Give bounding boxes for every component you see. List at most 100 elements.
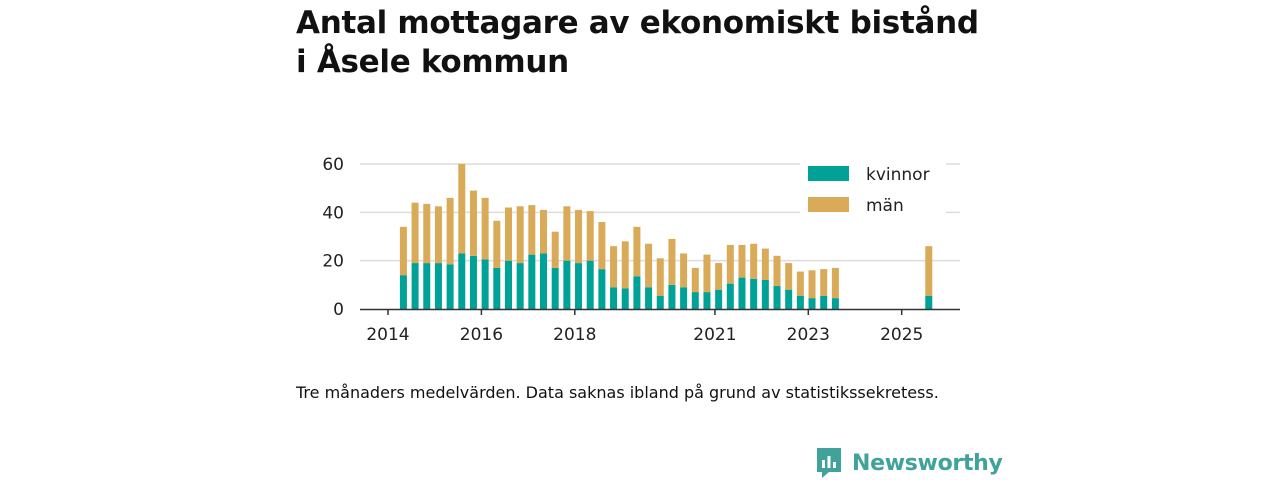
bar-man (645, 243, 653, 288)
bar-kvinnor (575, 263, 583, 309)
bar-kvinnor (633, 276, 641, 309)
bar-kvinnor (621, 288, 629, 309)
bar-man (726, 244, 734, 284)
bar-kvinnor (796, 295, 804, 309)
bar-man (399, 226, 407, 276)
bar-man (680, 253, 688, 288)
bar-kvinnor (785, 289, 793, 309)
bar-kvinnor (831, 298, 839, 309)
legend-label-man: män (866, 196, 904, 216)
chart-title: Antal mottagare av ekonomiskt bistånd i … (296, 4, 1016, 82)
bar-man (516, 206, 524, 264)
bar-kvinnor (925, 295, 933, 309)
bar-kvinnor (598, 269, 606, 309)
bar-man (715, 263, 723, 290)
newsworthy-logo-icon (817, 448, 841, 478)
bar-kvinnor (504, 260, 512, 309)
bar-man (504, 207, 512, 261)
bar-kvinnor (738, 277, 746, 309)
bar-man (773, 255, 781, 287)
bar-kvinnor (481, 259, 489, 309)
bar-man (831, 267, 839, 299)
bar-kvinnor (411, 263, 419, 309)
bar-kvinnor (761, 280, 769, 309)
legend-swatch-man (808, 197, 849, 212)
bar-man (761, 248, 769, 280)
bar-man (925, 246, 933, 296)
bar-man (411, 202, 419, 264)
brand-name: Newsworthy (852, 450, 1003, 476)
bar-kvinnor (680, 287, 688, 309)
y-tick-label: 40 (322, 203, 344, 223)
bar-kvinnor (586, 260, 594, 309)
y-tick-label: 60 (322, 155, 344, 175)
bar-man (469, 190, 477, 256)
bar-kvinnor (703, 292, 711, 309)
bar-man (528, 205, 536, 255)
bar-man (691, 267, 699, 293)
bar-kvinnor (808, 298, 816, 309)
bar-kvinnor (469, 255, 477, 309)
bar-man (540, 209, 548, 254)
chart-title-line-2: i Åsele kommun (296, 44, 569, 80)
bar-man (423, 203, 431, 264)
x-tick-label: 2023 (787, 325, 830, 345)
bar-man (551, 231, 559, 268)
bar-kvinnor (691, 292, 699, 309)
bar-man (610, 246, 618, 288)
bar-man (656, 258, 664, 296)
bar-kvinnor (493, 267, 501, 309)
x-tick-label: 2014 (366, 325, 409, 345)
bar-man (575, 209, 583, 264)
chart-title-line-1: Antal mottagare av ekonomiskt bistånd (296, 5, 979, 41)
bar-kvinnor (423, 263, 431, 309)
bar-kvinnor (820, 295, 828, 309)
bar-kvinnor (656, 295, 664, 309)
bar-man (820, 269, 828, 296)
bar-kvinnor (750, 278, 758, 309)
bar-man (586, 211, 594, 261)
bar-man (458, 164, 466, 254)
bar-kvinnor (726, 283, 734, 309)
bar-kvinnor (715, 289, 723, 309)
bar-man (446, 197, 454, 265)
bar-man (481, 197, 489, 260)
bar-man (808, 270, 816, 299)
bar-kvinnor (610, 287, 618, 309)
bar-man (796, 271, 804, 296)
bar-man (738, 244, 746, 278)
brand-logo[interactable]: Newsworthy (815, 446, 1003, 480)
bar-man (598, 222, 606, 270)
bar-man (703, 254, 711, 293)
bar-man (493, 220, 501, 268)
bar-kvinnor (458, 253, 466, 309)
bar-man (633, 226, 641, 277)
bar-man (621, 241, 629, 289)
x-tick-label: 2021 (693, 325, 736, 345)
bar-kvinnor (551, 267, 559, 309)
bar-kvinnor (773, 286, 781, 309)
x-tick-label: 2016 (460, 325, 503, 345)
legend-swatch-kvinnor (808, 166, 849, 181)
bar-kvinnor (540, 253, 548, 309)
y-tick-label: 0 (333, 300, 344, 320)
bar-man (434, 206, 442, 264)
y-tick-label: 20 (322, 252, 344, 272)
bar-kvinnor (563, 260, 571, 309)
bar-man (563, 206, 571, 261)
legend-label-kvinnor: kvinnor (866, 165, 930, 185)
bar-kvinnor (516, 263, 524, 309)
bar-kvinnor (434, 263, 442, 309)
bar-man (668, 238, 676, 285)
bar-man (785, 263, 793, 290)
chart-caption: Tre månaders medelvärden. Data saknas ib… (296, 383, 939, 402)
bar-kvinnor (399, 275, 407, 309)
bar-kvinnor (446, 264, 454, 309)
bar-chart: 0 20 40 60 2014 2016 2018 2021 2023 2025 kvinnor mä… (322, 155, 960, 345)
bar-man (750, 243, 758, 279)
bar-kvinnor (645, 287, 653, 309)
x-tick-label: 2018 (553, 325, 596, 345)
x-tick-label: 2025 (880, 325, 923, 345)
bar-kvinnor (528, 254, 536, 309)
bar-kvinnor (668, 284, 676, 309)
